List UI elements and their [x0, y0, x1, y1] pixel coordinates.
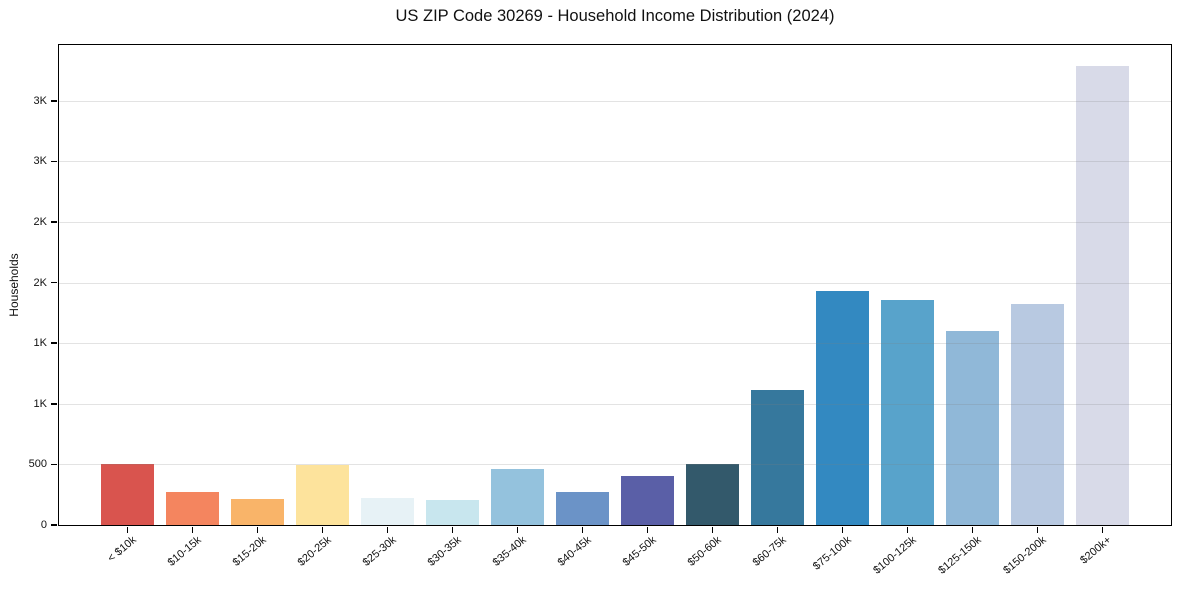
x-tick-mark [971, 527, 974, 533]
y-tick-label: 500 [28, 458, 47, 471]
y-tick-label: 3K [33, 94, 47, 107]
bar-$150-200k [1011, 303, 1064, 525]
x-tick-mark [711, 527, 714, 533]
y-tick-mark [51, 524, 57, 526]
x-tick-mark [581, 527, 584, 533]
x-tick-mark [126, 527, 129, 533]
x-tick-mark [841, 527, 844, 533]
y-tick-mark [51, 221, 57, 223]
gridline [59, 100, 1171, 102]
y-tick-label: 1K [33, 337, 47, 350]
x-tick-mark [451, 527, 454, 533]
y-tick-mark [51, 160, 57, 163]
gridline [59, 282, 1171, 284]
bar-$40-45k [556, 492, 609, 525]
x-tick-mark [906, 527, 909, 533]
x-tick-mark [191, 527, 194, 533]
bar-$35-40k [491, 468, 544, 525]
y-tick-label: 0 [40, 519, 47, 531]
bar-$60-75k [751, 389, 804, 525]
x-tick-mark [1036, 527, 1039, 533]
bar-$30-35k [426, 499, 479, 525]
x-tick-mark [386, 527, 389, 533]
x-tick-mark [776, 527, 779, 533]
bar-$20-25k [296, 464, 349, 525]
bar-$45-50k [621, 475, 674, 525]
y-tick-label: 1K [33, 397, 47, 410]
gridline [59, 464, 1171, 466]
bar-$100-125k [881, 299, 934, 525]
x-tick-mark [1101, 527, 1104, 533]
y-tick-label: 2K [33, 215, 47, 228]
bar-$75-100k [816, 290, 869, 525]
x-tick-mark [516, 527, 519, 533]
gridline [59, 403, 1171, 405]
y-tick-label: 3K [33, 155, 47, 168]
x-tick-label: < $10k [104, 534, 139, 565]
y-tick-mark [51, 403, 57, 405]
x-tick-mark [256, 527, 259, 533]
bar-$15-20k [231, 499, 284, 525]
chart-title: US ZIP Code 30269 - Household Income Dis… [395, 7, 835, 25]
bar-$200k+ [1076, 66, 1129, 525]
gridline [59, 343, 1171, 345]
gridline [59, 161, 1171, 163]
x-tick-mark [321, 527, 324, 533]
y-tick-mark [51, 463, 57, 466]
bar-$10-15k [166, 491, 219, 525]
x-tick-mark [646, 527, 649, 533]
bar-< $10k [101, 463, 154, 525]
bar-$125-150k [946, 331, 999, 525]
gridline [59, 221, 1171, 223]
y-tick-mark [51, 100, 57, 102]
bar-$50-60k [686, 463, 739, 525]
plot-area: 0 500 1K 1K 2K 2K 3K 3K < $10k $10-15k $15-20k $20-… [29, 44, 1172, 577]
y-tick-mark [51, 342, 57, 344]
y-tick-mark [51, 281, 57, 284]
bar-$25-30k [361, 498, 414, 525]
y-tick-label: 2K [33, 276, 47, 289]
